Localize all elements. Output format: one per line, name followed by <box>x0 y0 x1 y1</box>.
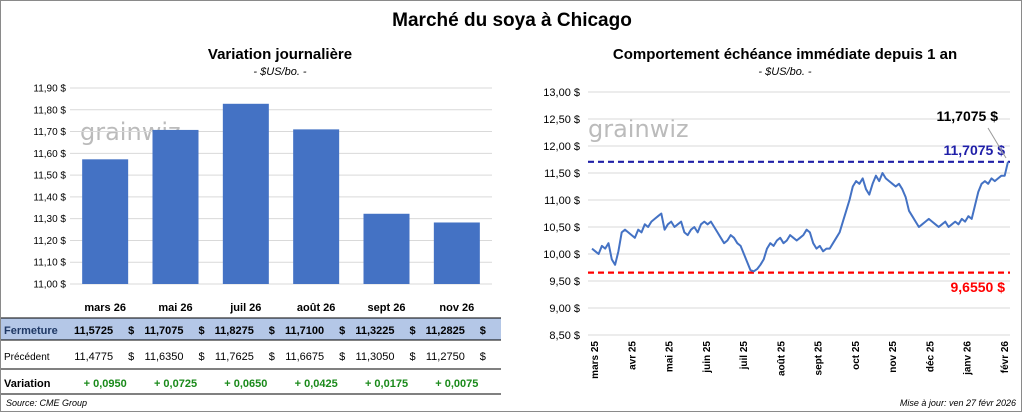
table-cell: + 0,0075 <box>435 378 478 390</box>
table-currency: $ <box>269 351 275 363</box>
left-y-tick-label: 11,80 $ <box>33 105 66 116</box>
table-cell: 11,7100 <box>285 325 324 337</box>
right-line-chart: grainwiz 8,50 $ 9,00 $ 9,50 $ 10,00 $ 10,50 … <box>543 87 1011 379</box>
left-x-tick-label: nov 26 <box>439 302 474 314</box>
table-cell: 11,7075 <box>144 325 183 337</box>
right-y-tick-label: 8,50 $ <box>549 330 580 342</box>
right-x-tick-label: mars 25 <box>590 341 601 379</box>
table-cell: + 0,0950 <box>84 378 127 390</box>
bar-août-26 <box>293 129 340 284</box>
right-y-tick-label: 9,50 $ <box>549 276 580 288</box>
right-x-tick-label: juil 25 <box>739 341 750 371</box>
right-y-tick-label: 13,00 $ <box>543 87 580 99</box>
bar-juil-26 <box>222 103 269 285</box>
table-cell: + 0,0725 <box>154 378 197 390</box>
price-series-line <box>591 161 1009 273</box>
left-x-tick-label: mai 26 <box>158 302 192 314</box>
right-y-tick-label: 12,50 $ <box>543 114 580 126</box>
fermeture-row-bg <box>1 318 501 340</box>
table-currency: $ <box>128 325 134 337</box>
table-row-label: Fermeture <box>4 325 58 337</box>
table-currency: $ <box>269 325 275 337</box>
right-x-tick-label: juin 25 <box>702 341 713 374</box>
page-title: Marché du soya à Chicago <box>392 10 632 31</box>
footer-source: Source: CME Group <box>6 398 88 408</box>
right-y-tick-label: 10,00 $ <box>543 249 580 261</box>
table-row-label: Variation <box>4 378 51 390</box>
table-currency: $ <box>480 325 486 337</box>
right-x-tick-label: sept 25 <box>814 341 825 376</box>
right-y-tick-label: 9,00 $ <box>549 303 580 315</box>
table-cell: + 0,0175 <box>365 378 408 390</box>
right-x-tick-label: nov 25 <box>888 341 899 373</box>
left-y-tick-label: 11,30 $ <box>33 214 66 225</box>
current-value-label: 11,7075 $ <box>936 108 998 124</box>
table-cell: 11,2825 <box>426 325 465 337</box>
right-y-tick-label: 12,00 $ <box>543 141 580 153</box>
table-currency: $ <box>198 351 204 363</box>
left-chart-unit: - $US/bo. - <box>253 66 307 78</box>
left-x-tick-label: sept 26 <box>368 302 406 314</box>
table-cell: 11,5725 <box>74 325 113 337</box>
table-cell: 11,6350 <box>145 351 184 363</box>
right-x-tick-label: janv 26 <box>963 341 974 376</box>
table-currency: $ <box>480 351 486 363</box>
left-x-tick-label: août 26 <box>297 302 336 314</box>
right-y-tick-label: 11,50 $ <box>544 168 580 180</box>
table-cell: 11,4775 <box>74 351 113 363</box>
table-currency: $ <box>128 351 134 363</box>
left-y-tick-label: 11,70 $ <box>33 127 66 138</box>
table-cell: + 0,0425 <box>295 378 338 390</box>
left-y-tick-label: 11,20 $ <box>33 236 66 247</box>
bar-sept-26 <box>363 213 410 284</box>
bar-mai-26 <box>152 129 199 284</box>
right-x-tick-label: févr 26 <box>1000 341 1011 374</box>
left-x-tick-label: mars 26 <box>84 302 126 314</box>
left-bar-chart: grainwiz 11,00 $11,10 $11,20 $11,30 $11,… <box>33 84 492 314</box>
table-row-label: Précédent <box>4 352 50 363</box>
low-value-label: 9,6550 $ <box>951 279 1006 295</box>
bar-nov-26 <box>433 222 480 284</box>
table-cell: + 0,0650 <box>224 378 267 390</box>
footer-updated: Mise à jour: ven 27 févr 2026 <box>899 398 1016 408</box>
left-chart-title: Variation journalière <box>207 46 353 63</box>
right-x-tick-label: août 25 <box>776 341 787 376</box>
left-y-tick-label: 11,10 $ <box>33 258 66 269</box>
right-x-tick-label: mai 25 <box>665 341 676 373</box>
table-currency: $ <box>198 325 204 337</box>
table-currency: $ <box>339 351 345 363</box>
table-currency: $ <box>409 351 415 363</box>
right-x-tick-label: déc 25 <box>925 341 936 373</box>
table-cell: 11,2750 <box>426 351 465 363</box>
right-chart-unit: - $US/bo. - <box>758 66 812 78</box>
left-y-tick-label: 11,00 $ <box>33 280 66 291</box>
bar-mars-26 <box>82 159 129 284</box>
table-cell: 11,7625 <box>215 351 254 363</box>
current-value-leader <box>987 127 1007 159</box>
table-currency: $ <box>409 325 415 337</box>
table-cell: 11,3050 <box>356 351 395 363</box>
right-y-tick-label: 11,00 $ <box>544 195 580 207</box>
price-table: Fermeture 11,5725 $11,7075 $11,8275 $11,7100… <box>1 317 501 395</box>
left-y-tick-label: 11,90 $ <box>33 84 66 95</box>
right-x-tick-label: avr 25 <box>627 341 638 370</box>
right-x-tick-label: oct 25 <box>851 341 862 370</box>
right-watermark: grainwiz <box>588 115 689 143</box>
left-x-tick-label: juil 26 <box>229 302 261 314</box>
left-y-tick-label: 11,50 $ <box>33 171 66 182</box>
table-cell: 11,6675 <box>285 351 324 363</box>
table-currency: $ <box>339 325 345 337</box>
left-y-tick-label: 11,60 $ <box>33 149 66 160</box>
table-cell: 11,3225 <box>355 325 394 337</box>
high-value-label: 11,7075 $ <box>943 142 1005 158</box>
left-y-tick-label: 11,40 $ <box>33 192 66 203</box>
right-y-tick-label: 10,50 $ <box>543 222 580 234</box>
table-cell: 11,8275 <box>215 325 254 337</box>
right-chart-title: Comportement échéance immédiate depuis 1… <box>612 46 958 63</box>
